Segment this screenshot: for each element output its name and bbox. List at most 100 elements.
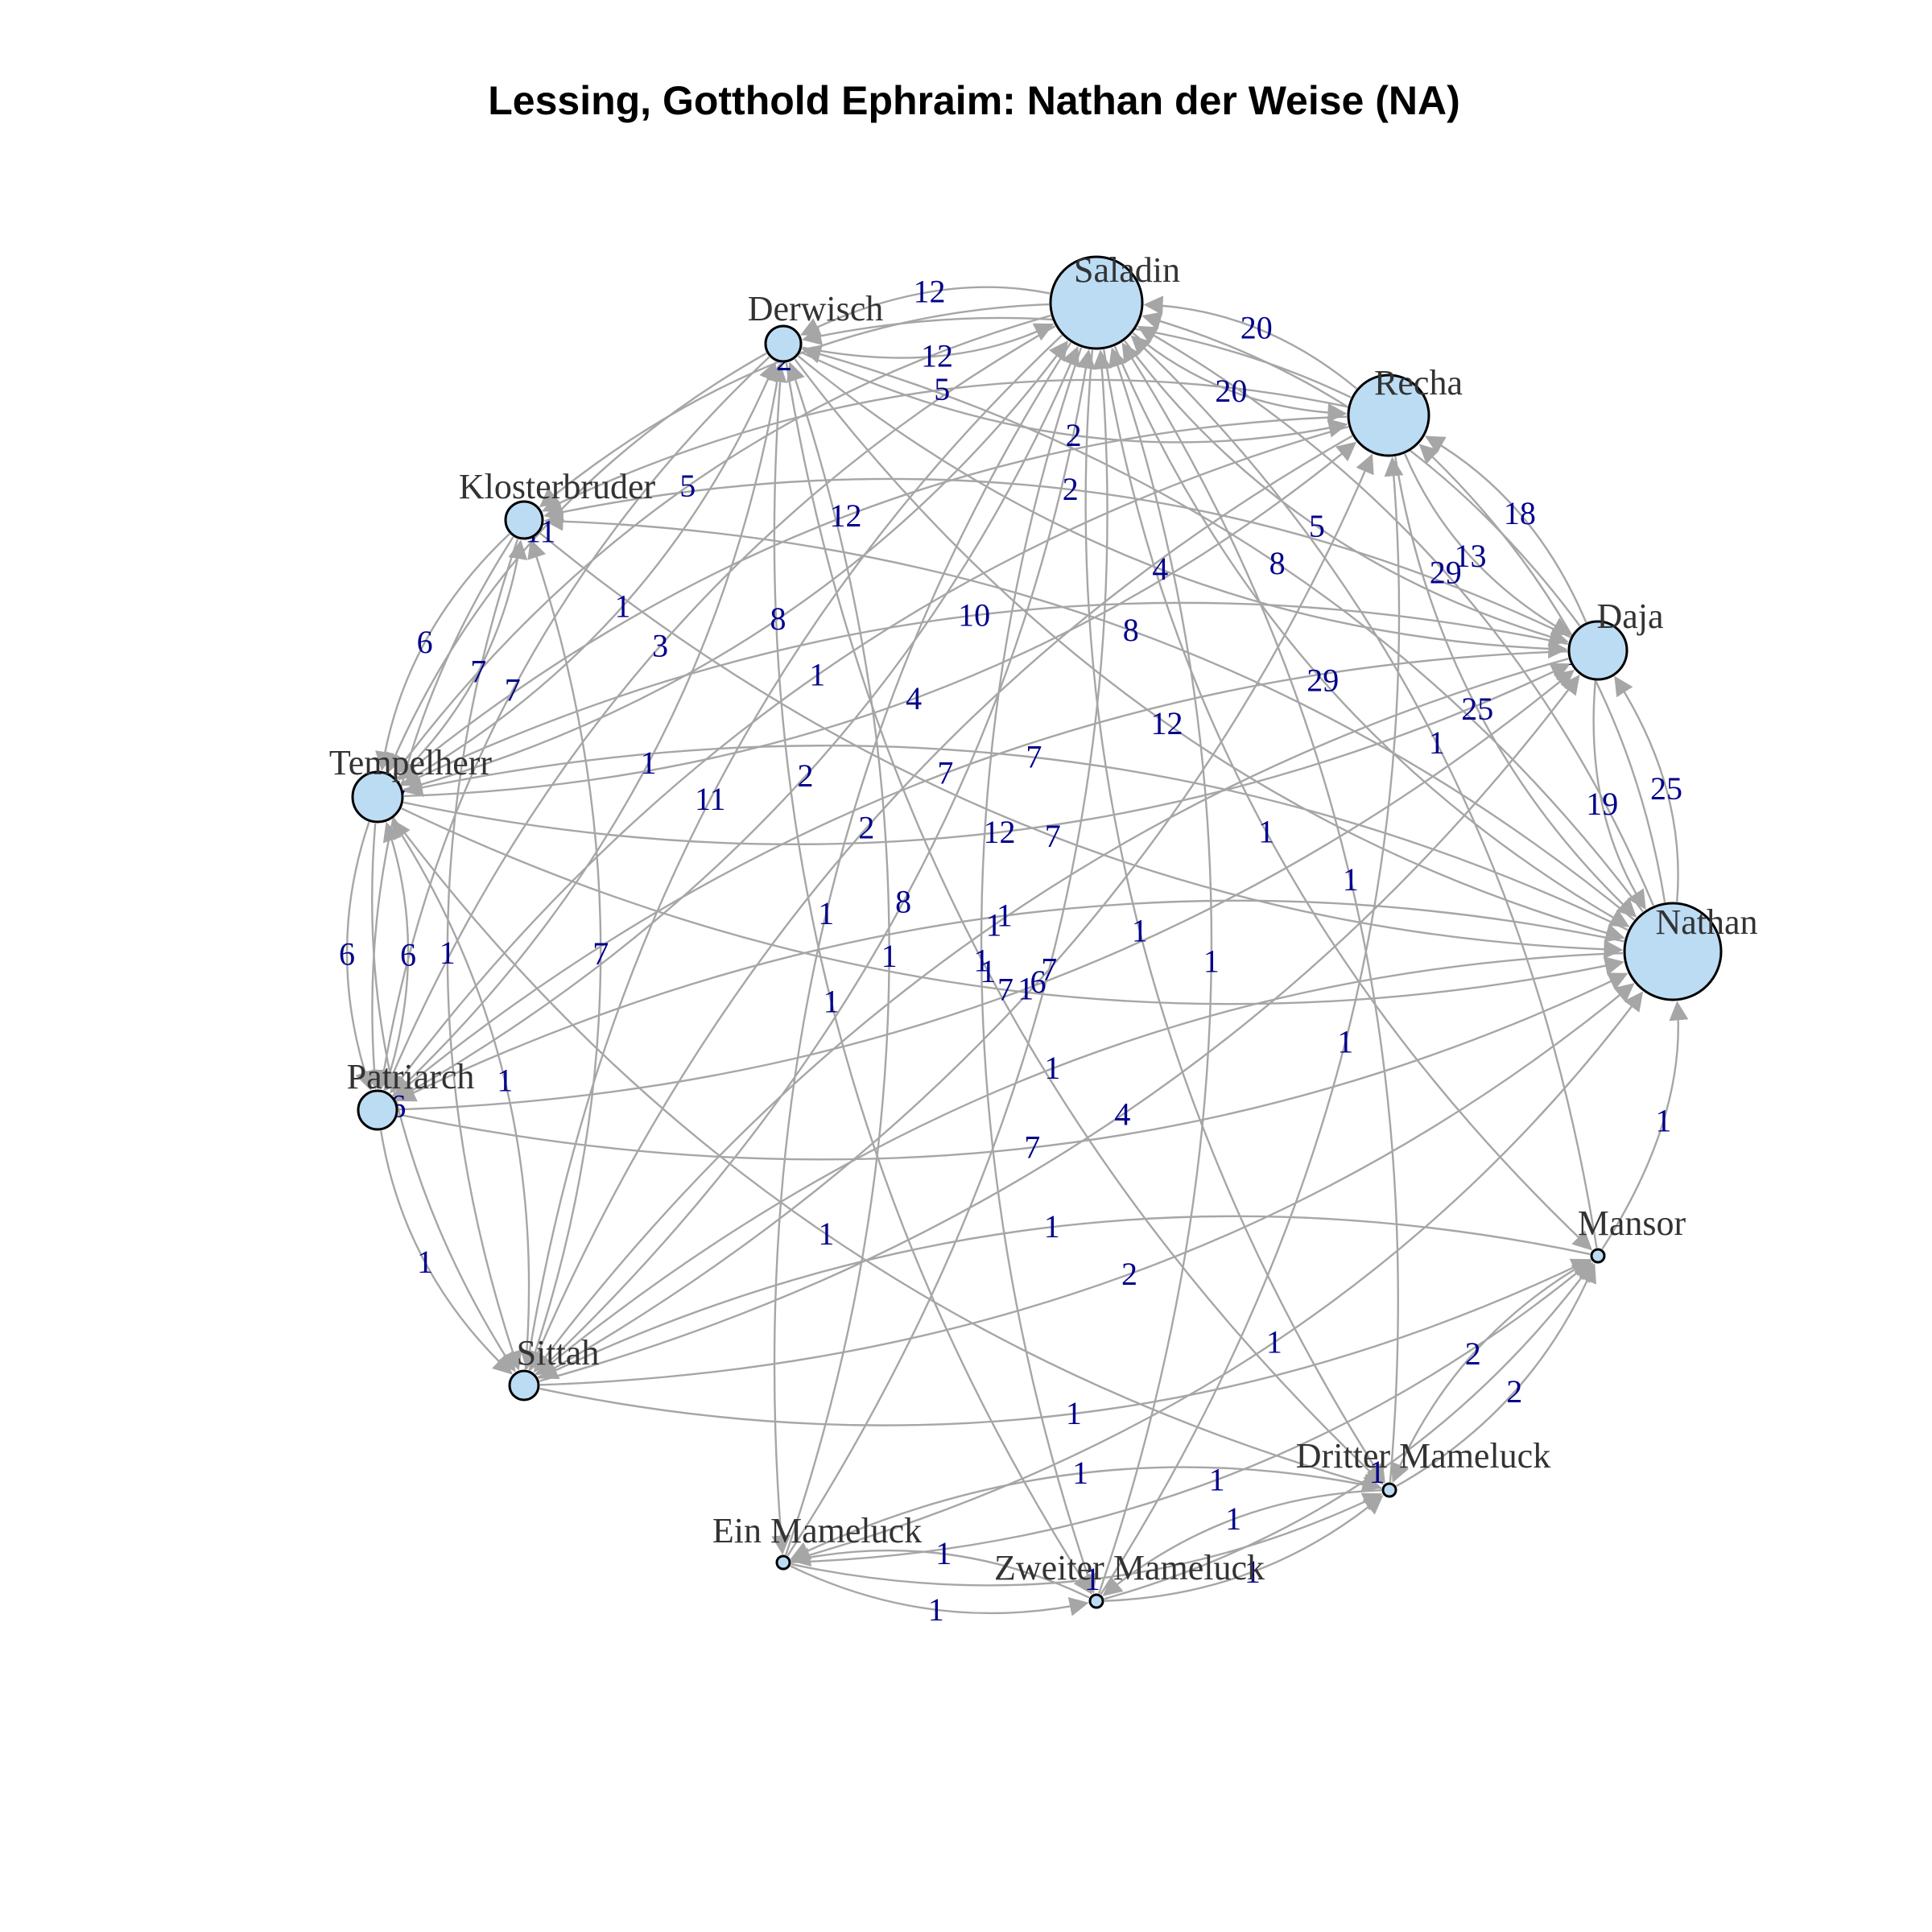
edge-saladin-to-mansor <box>1103 349 1593 1251</box>
edge-weight-label-ein-mameluck-to-derwisch: 1 <box>881 938 898 974</box>
edge-layer <box>345 286 1689 1616</box>
edge-weight-label-tempelherr-to-patriarch: 6 <box>339 936 355 972</box>
edge-tempelherr-to-sittah <box>371 823 516 1373</box>
node-label-zweiter-mameluck: Zweiter Mameluck <box>994 1548 1265 1587</box>
node-label-klosterbruder: Klosterbruder <box>459 467 656 506</box>
edge-tempelherr-to-derwisch <box>400 361 778 785</box>
edge-daja-to-klosterbruder <box>543 477 1571 638</box>
node-ein-mameluck <box>775 1554 791 1571</box>
edge-weight-label-dritter-mameluck-to-saladin: 1 <box>1343 861 1359 898</box>
edge-nathan-to-sittah <box>536 952 1624 1376</box>
node-saladin <box>1049 255 1144 350</box>
edge-saladin-to-nathan <box>1113 345 1630 927</box>
edge-weight-label-ein-mameluck-to-dritter-mameluck: 1 <box>1084 1561 1100 1597</box>
edge-weight-label-dritter-mameluck-to-zweiter-mameluck: 1 <box>1225 1501 1241 1537</box>
edge-tempelherr-to-nathan <box>401 807 1624 1005</box>
edge-weight-label-nathan-to-sittah: 1 <box>1044 1050 1060 1086</box>
edge-weight-label-saladin-to-patriarch: 3 <box>652 627 668 663</box>
edge-mansor-to-dritter-mameluck <box>1391 1258 1591 1484</box>
edge-weight-label-dritter-mameluck-to-ein-mameluck: 1 <box>1072 1455 1088 1491</box>
edge-weight-label-recha-to-daja: 13 <box>1455 538 1487 574</box>
node-tempelherr <box>351 770 404 824</box>
edge-weight-label-saladin-to-sittah: 11 <box>695 781 726 817</box>
edge-weight-label-zweiter-mameluck-to-saladin: 1 <box>1203 943 1220 980</box>
edge-weight-label-patriarch-to-sittah: 1 <box>417 1244 433 1280</box>
edge-weight-label-tempelherr-to-derwisch: 1 <box>615 588 631 624</box>
edge-ein-mameluck-to-mansor <box>791 1261 1592 1563</box>
edge-weight-label-mansor-to-saladin: 1 <box>1429 724 1445 761</box>
edge-derwisch-to-daja <box>797 355 1568 658</box>
node-derwisch <box>764 324 803 363</box>
node-label-nathan: Nathan <box>1655 902 1757 942</box>
edge-klosterbruder-to-nathan <box>539 531 1624 960</box>
edge-weight-label-nathan-to-derwisch: 8 <box>1269 545 1286 581</box>
edge-weight-label-patriarch-to-derwisch: 1 <box>641 745 657 781</box>
edge-weight-label-sittah-to-saladin: 8 <box>895 884 911 920</box>
edge-weight-label-tempelherr-to-dritter-mameluck: 1 <box>818 1216 834 1252</box>
edge-daja-to-nathan <box>1592 680 1646 910</box>
edge-weight-label-tempelherr-to-recha: 4 <box>906 680 922 716</box>
edge-klosterbruder-to-tempelherr <box>375 533 510 771</box>
edge-weight-label-patriarch-to-tempelherr: 6 <box>400 937 416 973</box>
edge-daja-to-recha <box>1424 436 1587 623</box>
node-label-layer: Saladin Recha Daja Nathan Mansor Dritter Mame… <box>329 250 1758 1587</box>
edge-saladin-to-sittah <box>520 334 1063 1370</box>
edge-weight-label-dritter-mameluck-to-mansor: 2 <box>1506 1373 1522 1410</box>
edge-patriarch-to-derwisch <box>392 362 787 1097</box>
edge-saladin-to-patriarch <box>384 325 1056 1092</box>
node-label-derwisch: Derwisch <box>748 289 884 328</box>
edge-weight-label-derwisch-to-recha: 2 <box>1066 417 1082 453</box>
edge-nathan-to-patriarch <box>396 899 1624 1102</box>
edge-sittah-to-recha <box>537 453 1374 1379</box>
edge-dritter-mameluck-to-saladin <box>1121 342 1399 1483</box>
edge-daja-to-sittah <box>533 658 1569 1373</box>
node-patriarch <box>357 1089 398 1131</box>
edge-weight-label-klosterbruder-to-tempelherr: 6 <box>417 624 433 660</box>
edge-zweiter-mameluck-to-dritter-mameluck <box>1104 1495 1384 1602</box>
edge-weight-label-sittah-to-klosterbruder: 7 <box>592 935 609 972</box>
edge-dritter-mameluck-to-zweiter-mameluck <box>1102 1489 1382 1596</box>
edge-weight-label-saladin-to-dritter-mameluck: 1 <box>1132 913 1148 949</box>
edge-derwisch-to-nathan <box>794 358 1625 943</box>
node-dritter-mameluck <box>1381 1482 1397 1498</box>
edge-mansor-to-sittah <box>538 1215 1591 1379</box>
edge-weight-label-daja-to-recha: 18 <box>1504 495 1536 531</box>
edge-weight-label-saladin-to-zweiter-mameluck: 1 <box>973 943 989 979</box>
edge-weight-label-ein-mameluck-to-mansor: 1 <box>1209 1461 1225 1497</box>
edge-weight-label-recha-to-nathan: 25 <box>1461 691 1493 727</box>
node-label-mansor: Mansor <box>1578 1203 1686 1243</box>
edge-sittah-to-daja <box>539 675 1580 1382</box>
edge-saladin-to-dritter-mameluck <box>1084 349 1385 1484</box>
edge-weight-label-daja-to-patriarch: 7 <box>937 755 953 791</box>
edge-recha-to-saladin <box>1143 295 1357 390</box>
edge-sittah-to-saladin <box>535 349 1096 1376</box>
edge-ein-mameluck-to-nathan <box>791 991 1644 1562</box>
edge-saladin-to-ein-mameluck <box>771 341 1072 1555</box>
edge-weight-label-ein-mameluck-to-nathan: 1 <box>1266 1324 1282 1360</box>
edge-sittah-to-klosterbruder <box>527 539 602 1371</box>
edge-ein-mameluck-to-derwisch <box>785 361 890 1555</box>
edge-weight-label-mansor-to-nathan: 1 <box>1655 1103 1671 1139</box>
edge-saladin-to-tempelherr <box>393 314 1051 776</box>
edge-recha-to-klosterbruder <box>542 378 1348 512</box>
edge-weight-label-nathan-to-patriarch: 1 <box>997 898 1013 934</box>
edge-sittah-to-tempelherr <box>391 819 530 1370</box>
node-klosterbruder <box>504 500 544 540</box>
edge-tempelherr-to-dritter-mameluck <box>392 817 1382 1492</box>
edge-weight-label-saladin-to-nathan: 29 <box>1307 663 1339 699</box>
node-nathan <box>1623 902 1723 1001</box>
edge-weight-label-daja-to-klosterbruder: 2 <box>1063 471 1079 507</box>
figure-title: Lessing, Gotthold Ephraim: Nathan der We… <box>488 78 1460 123</box>
edge-weight-label-patriarch-to-daja: 1 <box>1018 971 1034 1007</box>
edge-derwisch-to-zweiter-mameluck <box>773 362 1092 1595</box>
edge-daja-to-patriarch <box>393 650 1568 1097</box>
edge-weight-label-derwisch-to-zweiter-mameluck: 1 <box>824 984 840 1020</box>
edge-patriarch-to-daja <box>398 669 1575 1111</box>
edge-klosterbruder-to-sittah <box>446 539 522 1371</box>
edge-nathan-to-recha <box>1418 444 1666 902</box>
edge-derwisch-to-recha <box>800 351 1348 444</box>
edge-mansor-to-nathan <box>1601 1001 1689 1250</box>
node-sittah <box>508 1369 540 1402</box>
edge-daja-to-tempelherr <box>401 601 1569 786</box>
node-label-ein-mameluck: Ein Mameluck <box>712 1511 922 1550</box>
